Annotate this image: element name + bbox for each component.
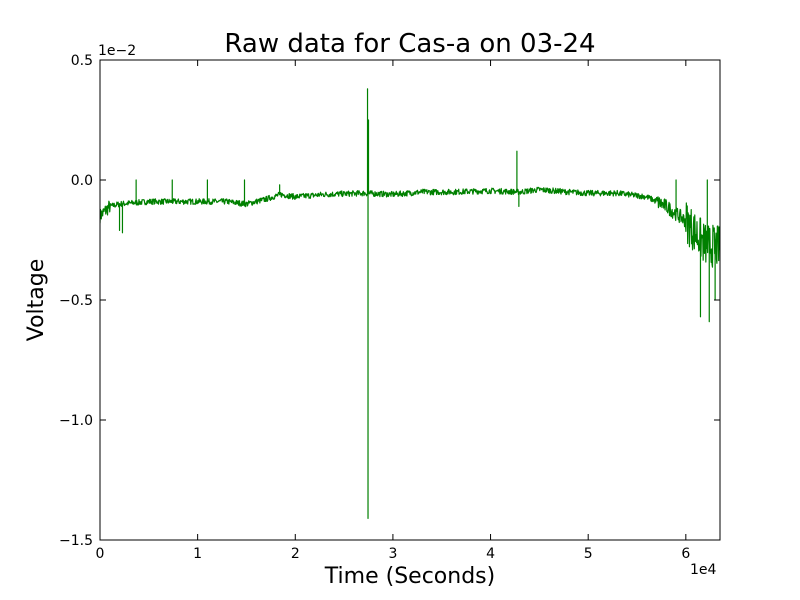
x-tick-label: 4 — [486, 546, 495, 562]
y-offset-label: 1e−2 — [98, 43, 136, 59]
y-tick-label: −0.5 — [59, 293, 93, 309]
plot-area — [100, 88, 720, 519]
x-offset-label: 1e4 — [690, 562, 717, 578]
series-line — [100, 88, 720, 519]
y-tick-label: −1.5 — [59, 533, 93, 549]
x-tick-label: 2 — [291, 546, 300, 562]
x-tick-label: 5 — [584, 546, 593, 562]
x-tick-label: 3 — [388, 546, 397, 562]
plot-frame — [99, 59, 721, 541]
x-axis-title: Time (Seconds) — [324, 564, 495, 589]
y-tick-label: −1.0 — [59, 413, 93, 429]
axis-ticks: 0 1 2 3 4 5 6 0.5 0.0 −0.5 −1.0 −1.5 — [59, 53, 720, 562]
y-axis-title: Voltage — [24, 259, 49, 342]
y-tick-label: 0.5 — [71, 53, 93, 69]
x-tick-label: 1 — [193, 546, 202, 562]
x-tick-label: 0 — [96, 546, 105, 562]
x-tick-label: 6 — [681, 546, 690, 562]
chart-title: Raw data for Cas-a on 03-24 — [224, 29, 595, 59]
y-tick-label: 0.0 — [71, 173, 93, 189]
